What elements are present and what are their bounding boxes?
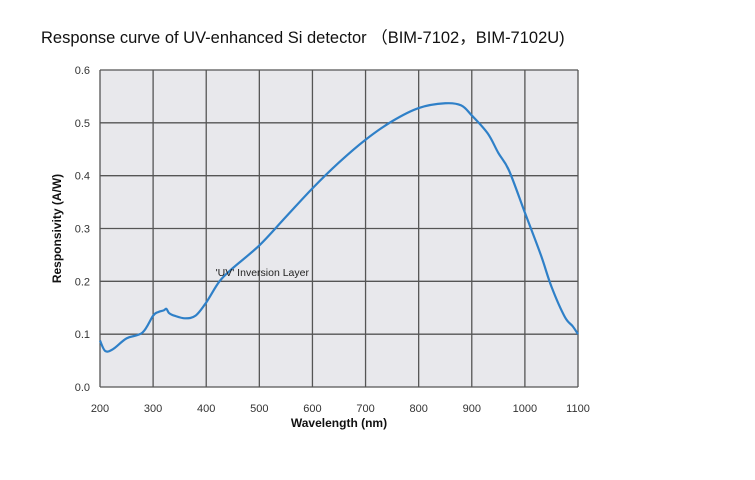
series-line <box>98 102 579 353</box>
y-tick-label: 0.4 <box>75 171 90 183</box>
x-tick-label: 1000 <box>513 403 537 415</box>
x-tick-label: 800 <box>409 403 427 415</box>
x-tick-label: 1100 <box>566 403 590 415</box>
x-tick-label: 700 <box>356 403 374 415</box>
y-tick-label: 0.6 <box>75 65 90 77</box>
x-tick-label: 900 <box>463 403 481 415</box>
grid <box>99 69 579 388</box>
x-tick-label: 200 <box>91 403 109 415</box>
y-tick-label: 0.3 <box>75 224 90 236</box>
annotation: 'UV' Inversion Layer <box>216 267 310 279</box>
x-tick-label: 300 <box>144 403 162 415</box>
x-tick-label: 400 <box>197 403 215 415</box>
y-tick-label: 0.0 <box>75 382 90 394</box>
x-tick-label: 600 <box>303 403 321 415</box>
y-tick-label: 0.5 <box>75 118 90 130</box>
tick-labels: 200 300 400 500 600 700 800 900 1000 1100 0.0 0.1 0.… <box>75 65 590 415</box>
chart-title: Response curve of UV-enhanced Si detecto… <box>41 29 565 47</box>
y-axis-label: Responsivity (A/W) <box>50 174 64 283</box>
x-tick-label: 500 <box>250 403 268 415</box>
y-tick-label: 0.2 <box>75 276 90 288</box>
x-axis-label: Wavelength (nm) <box>291 416 387 430</box>
y-tick-label: 0.1 <box>75 329 90 341</box>
